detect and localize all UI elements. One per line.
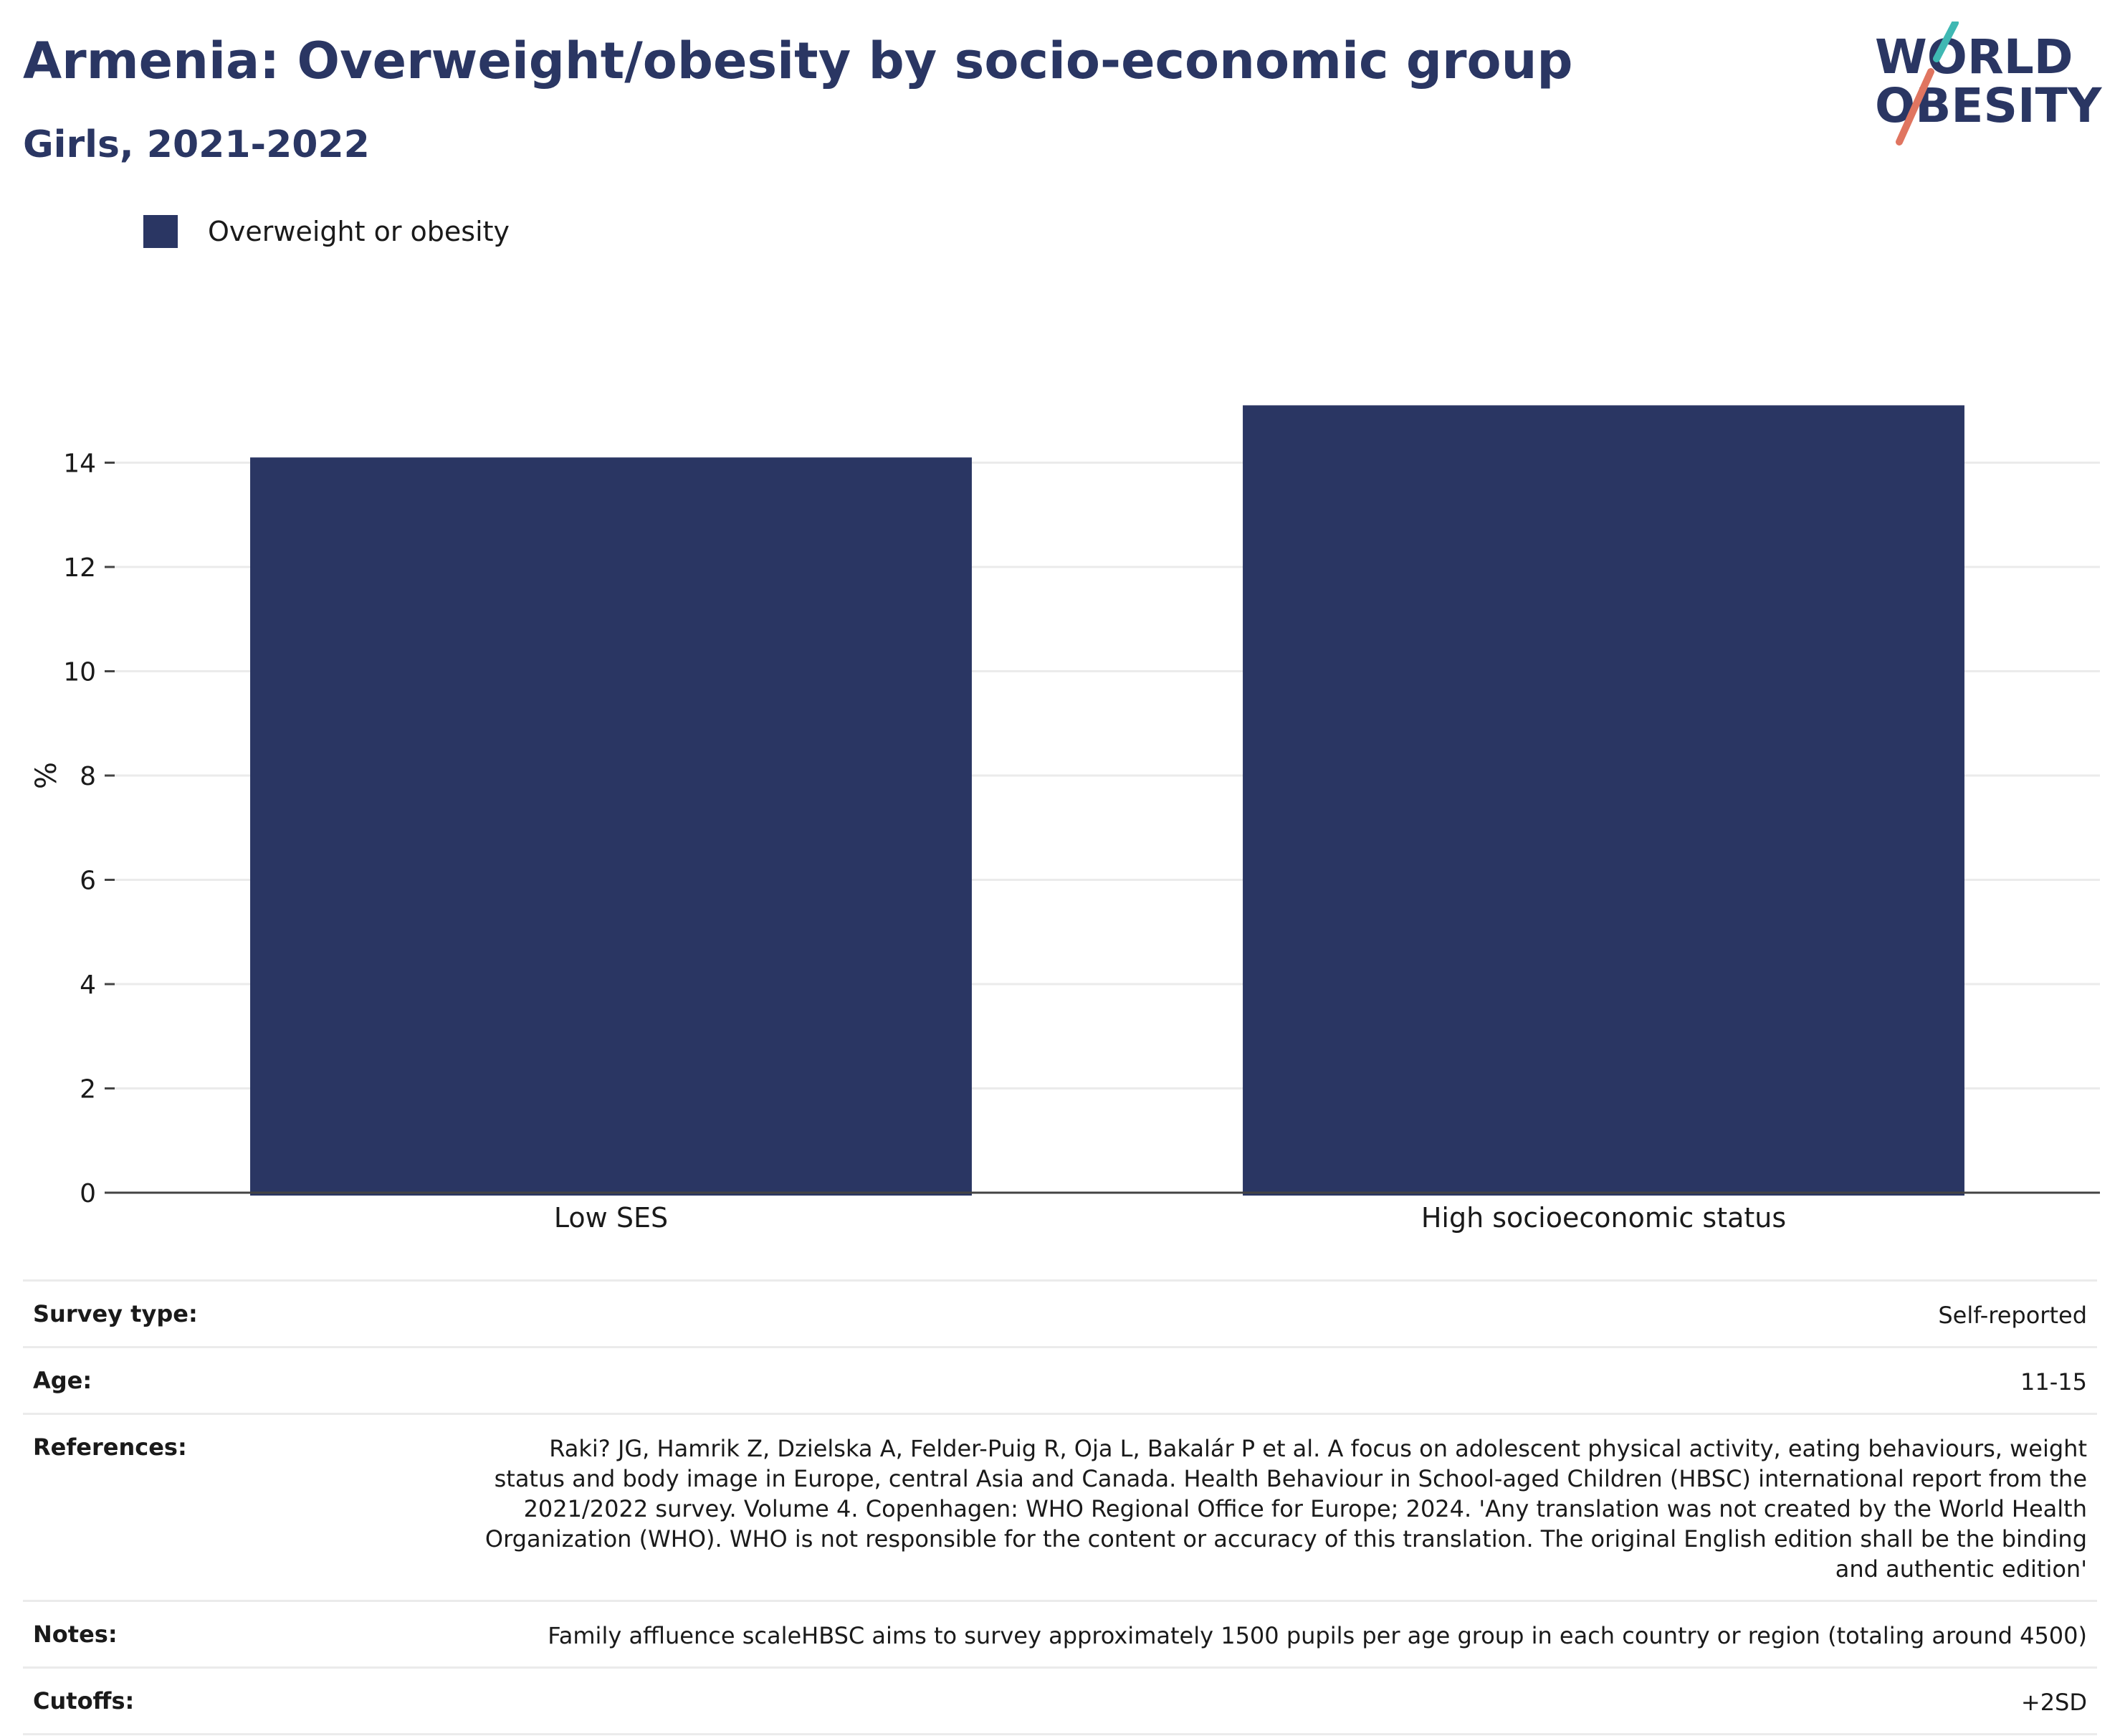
legend-label: Overweight or obesity xyxy=(208,216,510,247)
chart-subtitle: Girls, 2021-2022 xyxy=(23,123,370,166)
info-row: References: Raki? JG, Hamrik Z, Dzielska … xyxy=(23,1413,2097,1601)
logo-text-world: WORLD xyxy=(1875,29,2073,85)
info-key: Cutoffs: xyxy=(23,1666,473,1735)
y-tick-label: 8 xyxy=(80,762,96,791)
info-table: Survey type: Self-reported Age: 11-15 Refere… xyxy=(23,1279,2097,1735)
info-value: 11-15 xyxy=(473,1346,2097,1414)
bar-chart: 0 2 4 6 8 10 12 14% Low SES High socioeconomic st… xyxy=(30,405,2100,1234)
logo-slash-top xyxy=(1933,22,1959,62)
bar xyxy=(250,457,972,1196)
y-tick-label: 0 xyxy=(80,1179,96,1208)
info-value: +2SD xyxy=(473,1666,2097,1735)
world-obesity-logo: WORLD OBESITY xyxy=(1875,22,2103,146)
info-value: Raki? JG, Hamrik Z, Dzielska A, Felder-P… xyxy=(473,1413,2097,1601)
y-tick-label: 4 xyxy=(80,970,96,1000)
x-tick-label: High socioeconomic status xyxy=(1421,1202,1786,1234)
info-key: References: xyxy=(23,1413,473,1601)
chart-legend[interactable]: Overweight or obesity xyxy=(143,215,510,248)
y-tick-label: 2 xyxy=(80,1075,96,1105)
y-tick-label: 14 xyxy=(63,449,96,479)
y-tick-label: 6 xyxy=(80,867,96,896)
x-tick-label: Low SES xyxy=(554,1202,668,1234)
info-row: Notes: Family affluence scaleHBSC aims to… xyxy=(23,1600,2097,1668)
logo-slash-bottom xyxy=(1896,68,1934,146)
info-key: Survey type: xyxy=(23,1279,473,1348)
info-key: Age: xyxy=(23,1346,473,1414)
y-tick-label: 12 xyxy=(63,553,96,583)
y-axis-title: % xyxy=(30,762,63,789)
info-row: Age: 11-15 xyxy=(23,1346,2097,1414)
legend-swatch xyxy=(143,215,178,248)
info-value: Family affluence scaleHBSC aims to surve… xyxy=(473,1600,2097,1668)
info-key: Notes: xyxy=(23,1600,473,1668)
bar xyxy=(1243,405,1964,1196)
info-row: Cutoffs: +2SD xyxy=(23,1666,2097,1735)
info-row: Survey type: Self-reported xyxy=(23,1279,2097,1348)
chart-title: Armenia: Overweight/obesity by socio-eco… xyxy=(23,32,1573,90)
info-value: Self-reported xyxy=(473,1279,2097,1348)
y-tick-label: 10 xyxy=(63,658,96,687)
